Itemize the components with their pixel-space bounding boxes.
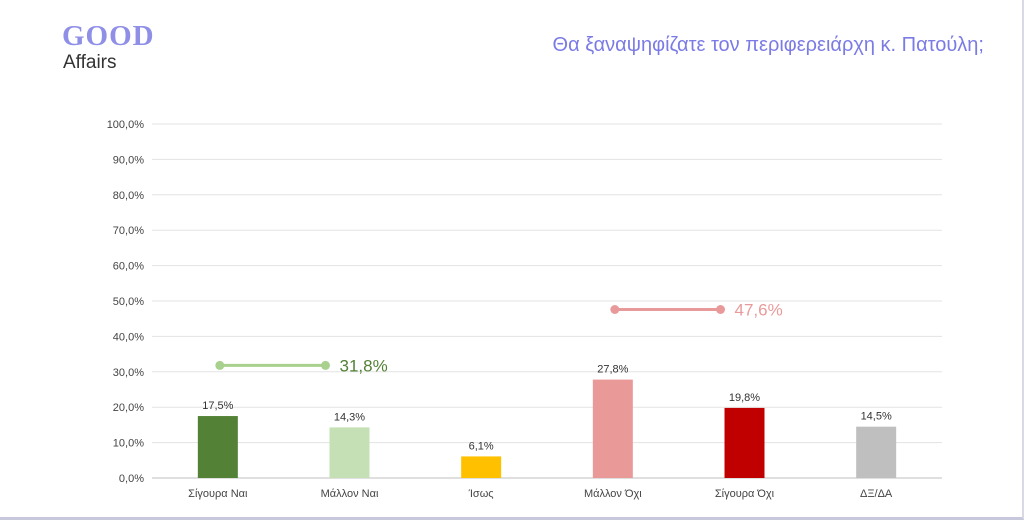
y-tick-label: 30,0% [113,367,144,379]
good-affairs-logo: GOOD Affairs [62,20,155,73]
data-label: 17,5% [202,400,233,412]
data-label: 6,1% [469,440,494,452]
data-label: 14,3% [334,411,365,423]
bar [329,427,370,478]
category-label: Ίσως [468,488,494,500]
y-axis-ticks: 0,0% 10,0% 20,0% 30,0% 40,0% 50,0% 60,0% 70,0% 8… [107,119,145,485]
category-label: Σίγουρα Όχι [715,488,775,500]
y-tick-label: 40,0% [113,331,144,343]
annotation-marker [321,360,330,370]
bar [724,407,765,478]
annotation-label: 31,8% [340,356,388,375]
y-tick-label: 80,0% [113,190,144,202]
y-tick-label: 90,0% [113,154,144,166]
y-tick-label: 70,0% [113,225,144,237]
bar [197,416,238,478]
y-tick-label: 20,0% [113,402,144,414]
logo-good-text: GOOD [62,20,155,52]
data-labels: 17,5% 14,3% 6,1% 27,8% 19,8% 14,5% [202,364,892,453]
annotation-marker [716,304,725,314]
category-label: Μάλλον Όχι [584,488,642,500]
y-tick-label: 0,0% [119,473,144,485]
bars [197,379,897,478]
data-label: 14,5% [861,411,892,423]
annotation-marker [215,360,225,370]
category-label: Μάλλον Ναι [321,488,379,500]
annotation-marker [610,304,620,314]
x-axis-labels: Σίγουρα Ναι Μάλλον Ναι Ίσως Μάλλον Όχι Σίγου… [188,488,893,500]
y-tick-label: 60,0% [113,261,144,273]
logo-affairs-text: Affairs [63,52,117,73]
gridlines [152,123,942,479]
y-tick-label: 50,0% [113,296,144,308]
y-tick-label: 10,0% [113,438,144,450]
data-label: 19,8% [729,392,760,404]
category-label: Σίγουρα Ναι [188,488,248,500]
data-label: 27,8% [597,364,628,376]
bar [856,426,897,478]
annotations: 31,8% 47,6% [215,300,783,375]
bar [461,456,502,478]
bar [592,379,633,478]
category-label: ΔΞ/ΔΑ [860,488,893,500]
y-tick-label: 100,0% [107,119,145,131]
annotation-label: 47,6% [735,300,783,319]
chart-title: Θα ξαναψηφίζατε τον περιφερειάρχη κ. Πατ… [552,34,984,56]
